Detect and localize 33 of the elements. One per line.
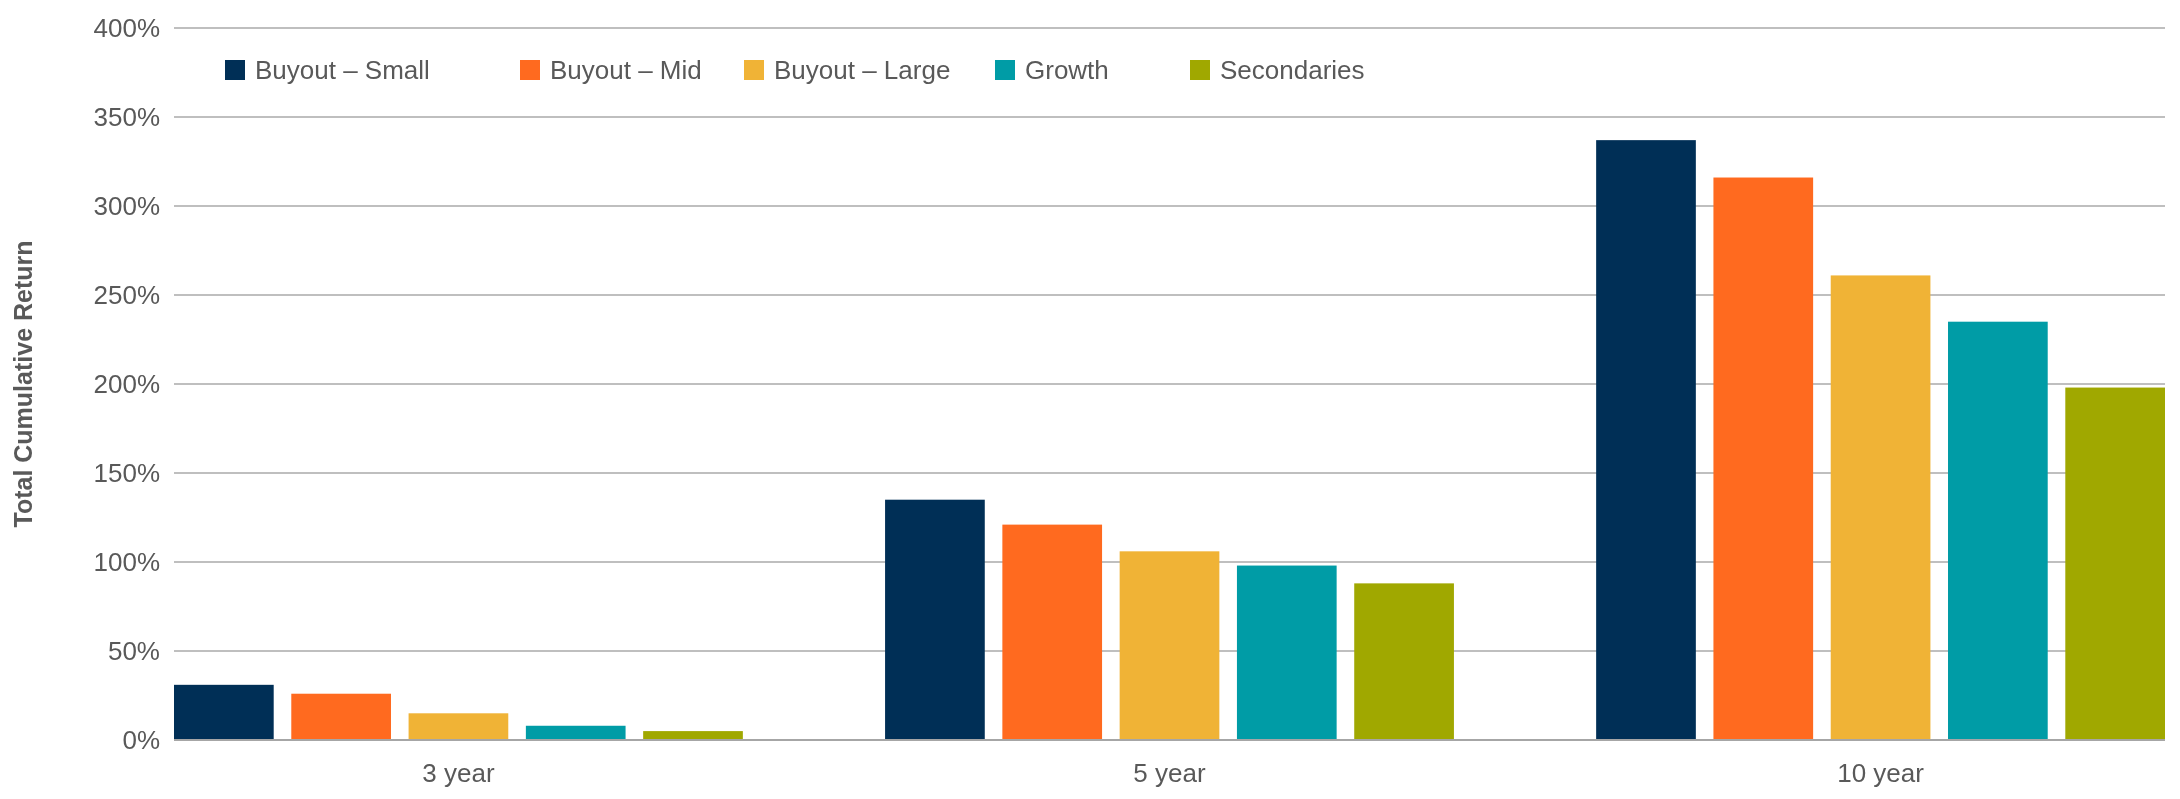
- bar: [1596, 140, 1696, 740]
- bar: [885, 499, 985, 740]
- bar: [525, 725, 626, 740]
- y-tick-label: 100%: [93, 547, 160, 578]
- y-tick-label: 350%: [93, 102, 160, 133]
- y-tick-label: 0%: [122, 725, 160, 756]
- legend-label: Buyout – Large: [774, 55, 951, 86]
- bar: [1002, 524, 1103, 740]
- bar: [1948, 321, 2048, 740]
- y-tick-label: 250%: [93, 280, 160, 311]
- y-tick-label: 300%: [93, 191, 160, 222]
- x-tick-label: 5 year: [1133, 758, 1206, 788]
- y-tick-label: 400%: [93, 13, 160, 44]
- x-tick-label: 10 year: [1837, 758, 1925, 788]
- legend-label: Buyout – Small: [255, 55, 430, 86]
- bar: [643, 731, 743, 740]
- bar: [2065, 387, 2165, 740]
- bar: [1354, 583, 1454, 740]
- legend-label: Buyout – Mid: [550, 55, 702, 86]
- y-tick-label: 200%: [93, 369, 160, 400]
- bar: [174, 684, 274, 740]
- bar: [291, 693, 391, 740]
- y-axis-title: Total Cumulative Return: [9, 240, 37, 528]
- y-tick-label: 50%: [107, 636, 160, 667]
- bar: [1830, 275, 1931, 740]
- y-tick-label: 150%: [93, 458, 160, 489]
- bar: [408, 713, 509, 740]
- bar: [1236, 565, 1337, 740]
- legend-label: Secondaries: [1220, 55, 1365, 86]
- bar: [1713, 177, 1814, 740]
- bar: [1119, 551, 1220, 740]
- x-tick-label: 3 year: [422, 758, 495, 788]
- legend-label: Growth: [1025, 55, 1109, 86]
